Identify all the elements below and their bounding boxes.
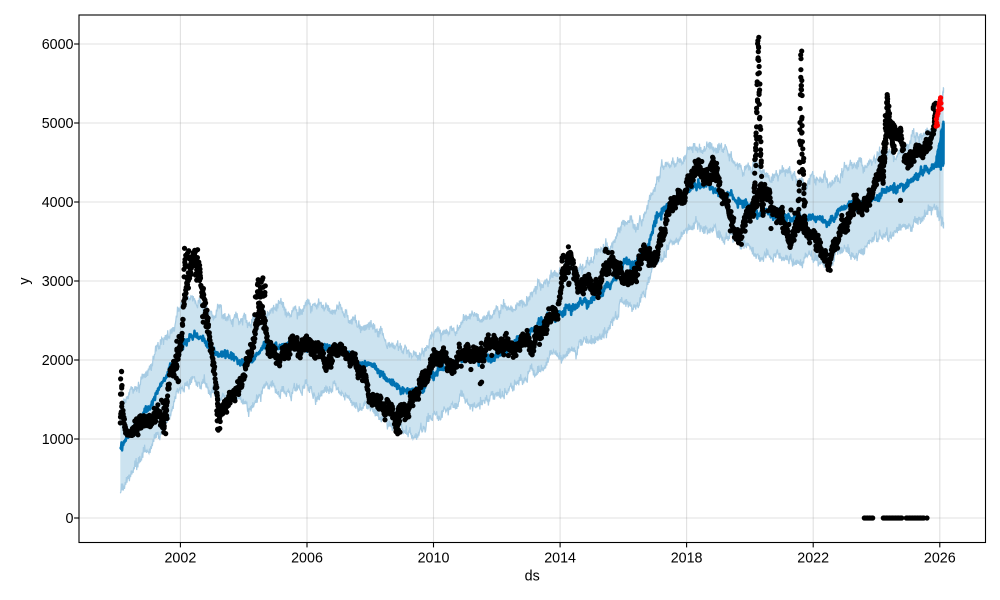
svg-text:6000: 6000 <box>42 37 74 53</box>
svg-text:2026: 2026 <box>924 550 956 566</box>
svg-text:2014: 2014 <box>544 550 576 566</box>
svg-text:4000: 4000 <box>42 195 74 211</box>
svg-text:2006: 2006 <box>291 550 323 566</box>
svg-text:2022: 2022 <box>797 550 829 566</box>
svg-text:0: 0 <box>66 511 74 527</box>
svg-text:y: y <box>17 277 33 285</box>
svg-text:5000: 5000 <box>42 116 74 132</box>
svg-text:2000: 2000 <box>42 353 74 369</box>
svg-text:ds: ds <box>525 569 540 585</box>
svg-text:3000: 3000 <box>42 274 74 290</box>
svg-text:2010: 2010 <box>418 550 450 566</box>
svg-text:2018: 2018 <box>671 550 703 566</box>
svg-text:1000: 1000 <box>42 432 74 448</box>
svg-text:2002: 2002 <box>164 550 196 566</box>
